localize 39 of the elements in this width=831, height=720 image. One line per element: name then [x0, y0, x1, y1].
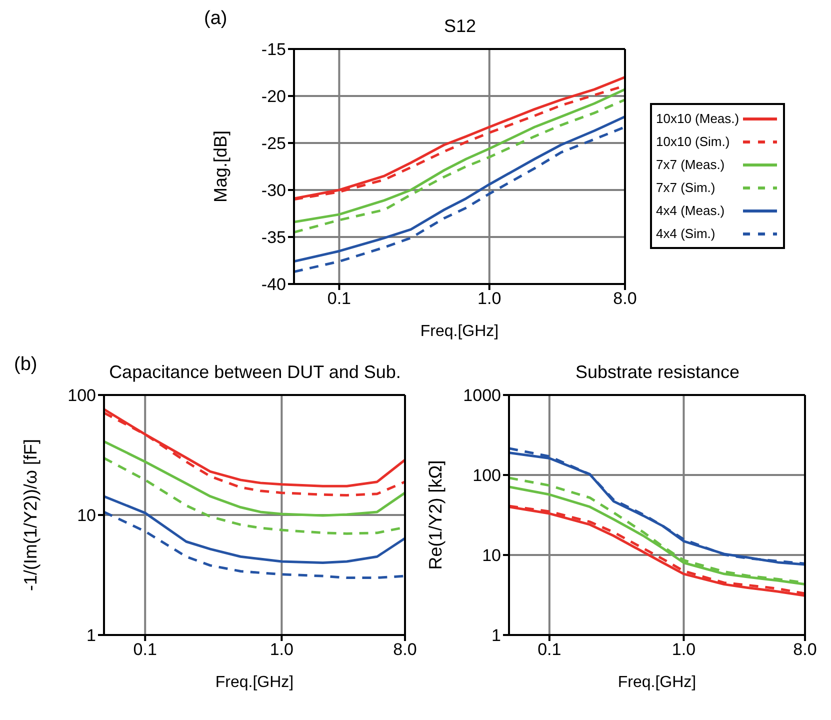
y-tick-label: 10 — [482, 546, 501, 566]
legend-label: 10x10 (Sim.) — [656, 134, 730, 149]
x-axis-title: Freq.[GHz] — [420, 323, 499, 340]
x-tick-label: 1.0 — [270, 640, 294, 660]
x-tick-label: 8.0 — [793, 640, 817, 660]
y-tick-label: -35 — [261, 228, 286, 248]
chart-title: S12 — [442, 15, 478, 38]
y-tick-label: 1 — [86, 626, 96, 646]
x-tick-label: 1.0 — [478, 289, 502, 308]
y-tick-label: -25 — [261, 134, 286, 154]
legend-label: 7x7 (Sim.) — [656, 180, 716, 195]
chart-title: Capacitance between DUT and Sub. — [108, 361, 402, 384]
y-tick-label: 1000 — [463, 386, 501, 406]
y-axis-title: Mag.[dB] — [210, 130, 230, 203]
y-tick-label: -40 — [261, 275, 286, 294]
y-axis-title: -1/(Im(1/Y2))/ω [fF] — [20, 438, 40, 592]
y-tick-label: 10 — [77, 506, 96, 526]
y-tick-label: 100 — [68, 386, 96, 406]
x-tick-label: 0.1 — [327, 289, 352, 308]
text: (a) — [204, 8, 228, 30]
legend-label: 10x10 (Meas.) — [656, 111, 740, 126]
legend-label: 4x4 (Meas.) — [656, 203, 725, 218]
legend-label: 4x4 (Sim.) — [656, 226, 716, 241]
x-tick-label: 8.0 — [393, 640, 417, 660]
y-tick-label: -30 — [261, 181, 286, 200]
y-tick-label: 1 — [492, 626, 501, 646]
text: (b) — [14, 354, 38, 376]
x-axis-title: Freq.[GHz] — [215, 674, 294, 691]
legend-label: 7x7 (Meas.) — [656, 157, 725, 172]
x-tick-label: 0.1 — [133, 640, 157, 660]
y-tick-label: -20 — [261, 87, 286, 106]
x-axis-title: Freq.[GHz] — [618, 674, 696, 691]
y-tick-label: 100 — [472, 466, 501, 486]
chart-title: Substrate resistance — [574, 361, 741, 384]
y-axis-title: Re(1/Y2) [kΩ] — [425, 460, 446, 570]
y-tick-label: -15 — [261, 40, 286, 60]
x-tick-label: 1.0 — [672, 640, 696, 660]
x-tick-label: 8.0 — [613, 289, 637, 308]
x-tick-label: 0.1 — [538, 640, 562, 660]
